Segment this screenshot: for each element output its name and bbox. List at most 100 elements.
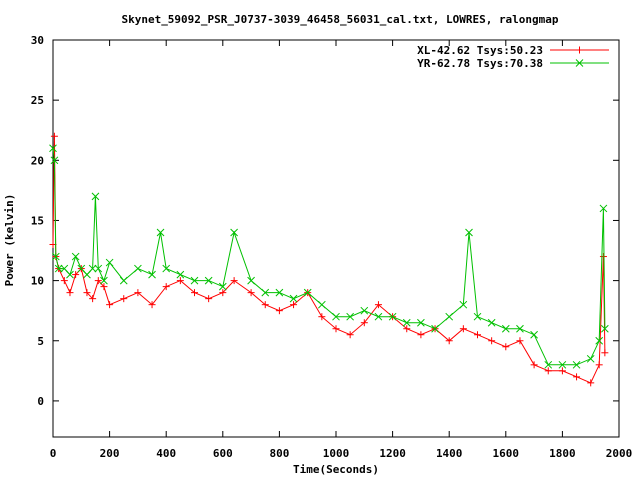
data-point [230,228,238,237]
data-point [49,144,57,153]
data-point [77,264,86,273]
data-point [473,312,482,321]
data-point [94,264,103,273]
data-point [360,306,369,315]
data-point [388,312,397,321]
data-point [190,276,199,285]
data-point [120,295,128,303]
y-tick-label: 0 [37,395,44,408]
data-point [148,301,156,309]
data-point [54,264,63,273]
data-point [148,270,156,279]
data-point [204,276,213,285]
data-point [474,331,481,339]
data-point [105,258,114,267]
series-1-line [52,136,606,384]
data-point [445,312,454,321]
data-point [601,349,609,357]
data-point [417,331,425,339]
data-point [289,294,298,303]
data-point [100,276,108,285]
data-point [219,289,227,297]
data-point [530,330,538,339]
data-point [402,318,411,327]
data-point [431,324,439,333]
data-point [318,313,326,321]
data-point [66,289,74,297]
y-tick-label: 10 [31,275,44,288]
data-point [218,282,227,291]
legend-marker [575,59,584,67]
series-2 [49,144,609,369]
x-tick-label: 1000 [323,447,350,460]
data-point [488,337,496,345]
data-point [83,270,91,279]
legend-marker [576,46,583,54]
y-tick-label: 25 [31,94,44,107]
data-point [445,337,453,345]
data-point [595,361,603,369]
data-point [487,318,496,327]
data-point [89,295,97,303]
data-point [360,319,368,327]
data-point [374,301,382,309]
x-tick-label: 1400 [436,447,463,460]
data-point [83,289,91,297]
x-axis: 0 200 400 600 800 1000 1200 1400 1600 1800 2000 [50,40,633,460]
data-point [290,301,298,309]
data-point [205,295,213,303]
data-point [94,277,102,285]
x-tick-label: 2000 [606,447,633,460]
data-point [50,156,59,165]
y-tick-label: 20 [31,154,44,167]
data-point [91,192,100,201]
data-point [586,354,595,363]
data-point [50,132,58,140]
x-tick-label: 400 [156,447,176,460]
data-point [346,331,354,339]
data-point [544,367,552,375]
data-point [88,264,97,273]
data-point [544,360,553,369]
data-point [71,252,80,261]
data-point [230,277,238,285]
data-point [502,343,510,351]
data-point [100,283,108,291]
data-point [587,379,595,387]
x-tick-label: 200 [100,447,120,460]
data-point [247,276,255,285]
data-point [303,288,312,297]
y-tick-label: 15 [31,214,44,227]
data-point [72,271,80,279]
data-point [317,300,326,309]
data-point [134,289,142,297]
legend-label: YR-62.78 Tsys:70.38 [417,57,543,70]
y-axis: 0 5 10 15 20 25 30 [31,34,619,408]
data-point [51,252,60,261]
data-point [558,367,566,375]
data-point [599,253,607,261]
y-axis-label: Power (kelvin) [3,194,16,287]
data-point [275,307,283,315]
data-point [162,264,171,273]
x-tick-label: 1200 [379,447,406,460]
data-point [501,324,510,333]
series-1 [49,132,609,387]
data-point [261,288,270,297]
data-point [530,361,538,369]
data-point [247,289,255,297]
chart-title: Skynet_59092_PSR_J0737-3039_46458_56031_… [121,13,558,26]
data-point [558,360,567,369]
data-point [176,277,184,285]
x-tick-label: 1600 [493,447,520,460]
data-point [134,264,142,273]
x-tick-label: 1800 [549,447,576,460]
data-point [599,204,608,213]
data-point [573,373,581,381]
data-point [261,301,269,309]
data-point [465,228,473,237]
y-tick-label: 5 [37,335,44,348]
data-marks [49,132,609,387]
